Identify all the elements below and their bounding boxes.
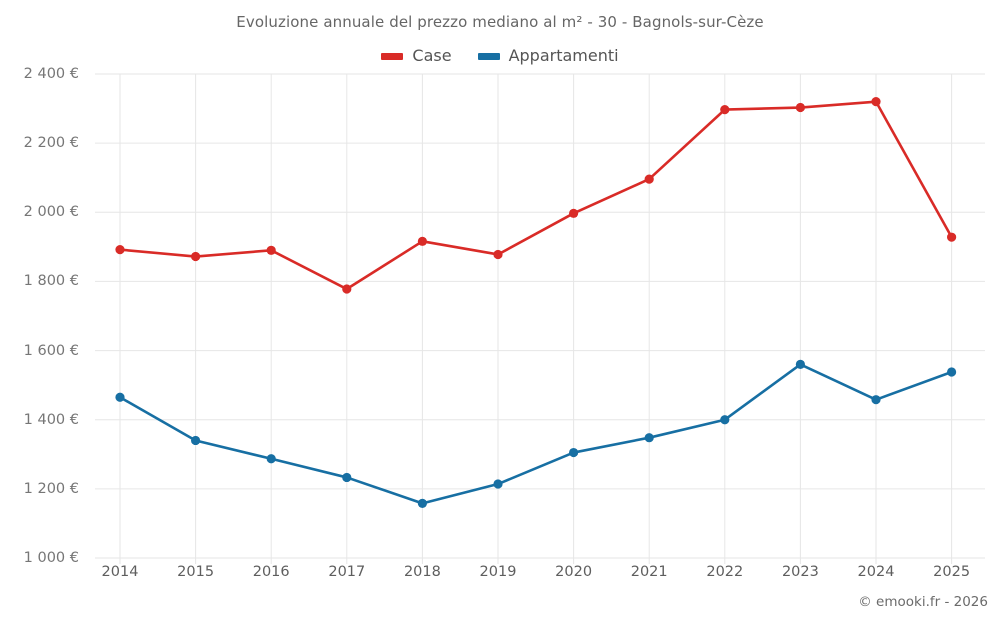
x-axis-tick-label: 2024 [857, 564, 895, 580]
data-point[interactable] [191, 435, 201, 446]
page-title: Evoluzione annuale del prezzo mediano al… [236, 13, 764, 31]
data-point[interactable] [569, 447, 579, 458]
data-point[interactable] [720, 105, 730, 115]
data-point[interactable] [417, 236, 427, 246]
y-axis-tick-label: 2 400 € [23, 66, 79, 82]
data-point[interactable] [795, 102, 806, 113]
data-point[interactable] [266, 245, 276, 255]
data-point[interactable] [947, 367, 957, 377]
y-axis-tick-label: 2 200 € [23, 135, 79, 152]
x-axis-tick-label: 2025 [933, 564, 971, 580]
data-point[interactable] [115, 392, 125, 402]
data-point[interactable] [569, 208, 579, 218]
series-line-appartamenti [118, 363, 953, 505]
y-axis-tick-label: 1 800 € [23, 273, 79, 290]
data-point[interactable] [871, 97, 881, 107]
data-point[interactable] [720, 415, 730, 425]
series-line-case [118, 100, 953, 291]
legend-swatch-appartamenti [477, 52, 500, 60]
data-point[interactable] [417, 498, 427, 508]
data-point[interactable] [342, 284, 352, 294]
x-axis-tick-label: 2023 [781, 564, 819, 580]
legend-swatch-case [381, 52, 404, 60]
data-point[interactable] [493, 249, 503, 260]
y-axis-tick-label: 1 000 € [23, 550, 79, 566]
x-axis-tick-label: 2021 [630, 564, 668, 580]
data-point[interactable] [493, 479, 503, 489]
y-axis-tick-label: 1 600 € [23, 342, 79, 359]
legend-item-case[interactable]: Case [381, 46, 452, 65]
x-axis-tick-label: 2018 [403, 564, 441, 580]
data-point[interactable] [115, 245, 125, 255]
data-point[interactable] [644, 433, 654, 443]
legend-label-appartamenti: Appartamenti [508, 46, 619, 65]
x-axis-tick-label: 2020 [555, 564, 593, 580]
y-axis-tick-label: 1 200 € [23, 480, 79, 497]
x-axis-tick-label: 2016 [252, 564, 290, 580]
x-axis-tick-label: 2019 [479, 564, 517, 580]
data-point[interactable] [795, 359, 806, 369]
data-point[interactable] [644, 174, 654, 184]
x-axis-tick-label: 2017 [328, 564, 366, 580]
x-axis-tick-label: 2022 [706, 564, 744, 580]
legend-label-case: Case [412, 46, 452, 65]
chart-legend: Case Appartamenti [0, 45, 1000, 67]
data-point[interactable] [871, 395, 881, 405]
data-point[interactable] [342, 472, 352, 483]
y-axis-tick-label: 2 000 € [23, 204, 79, 221]
data-point[interactable] [947, 232, 957, 242]
legend-item-appartamenti[interactable]: Appartamenti [477, 46, 619, 65]
data-point[interactable] [266, 454, 276, 464]
data-point[interactable] [191, 251, 201, 262]
x-axis-tick-label: 2015 [177, 564, 215, 580]
x-axis-tick-label: 2014 [101, 564, 139, 580]
copyright-credit: © emooki.fr - 2026 [858, 594, 988, 610]
y-axis-tick-label: 1 400 € [23, 411, 79, 428]
